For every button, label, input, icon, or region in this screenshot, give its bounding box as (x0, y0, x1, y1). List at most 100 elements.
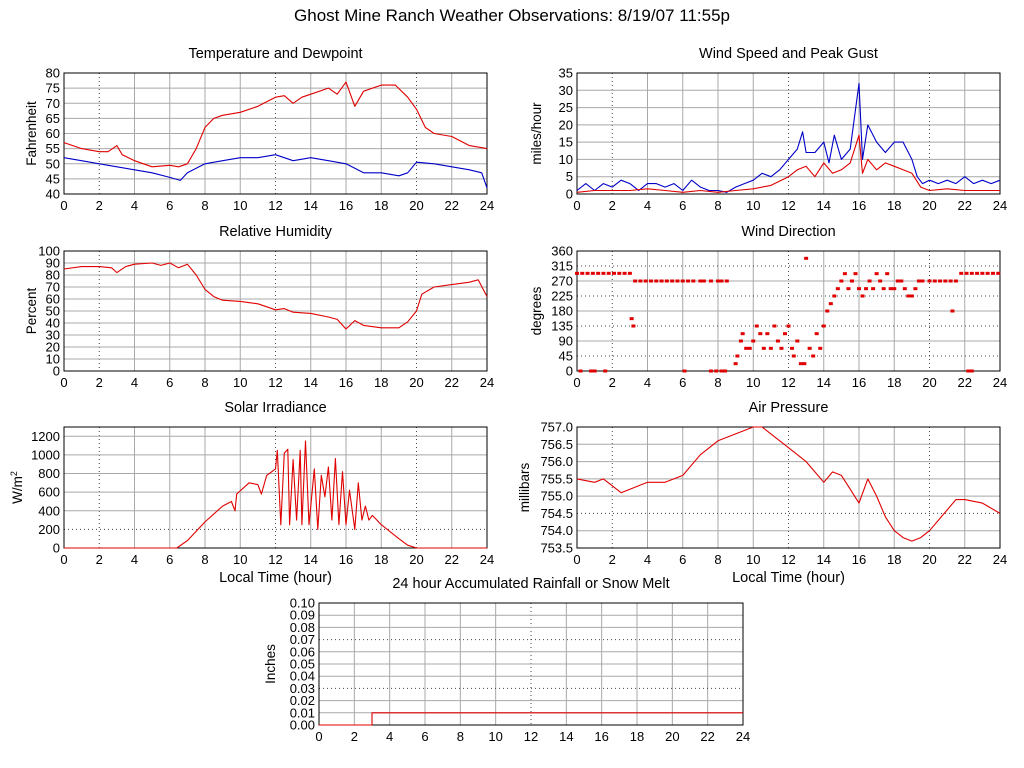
y-tick-label: 25 (559, 100, 573, 115)
data-point (716, 279, 720, 283)
x-tick-label: 4 (644, 198, 651, 213)
x-tick-label: 18 (887, 198, 901, 213)
x-tick-label: 0 (60, 198, 67, 213)
data-point (878, 279, 883, 283)
series-line-red (63, 81, 488, 168)
data-point (589, 369, 594, 373)
x-tick-label: 20 (922, 552, 936, 567)
x-tick-label: 6 (166, 198, 173, 213)
x-tick-label: 0 (60, 375, 67, 390)
data-point (643, 279, 648, 283)
x-tick-label: 8 (714, 375, 721, 390)
x-tick-label: 2 (96, 375, 103, 390)
x-tick-label: 0 (573, 375, 580, 390)
data-point (758, 332, 763, 336)
data-point (585, 271, 590, 275)
x-tick-label: 10 (488, 729, 502, 744)
data-point (698, 279, 703, 283)
y-tick-label: 315 (551, 259, 573, 274)
x-tick-label: 10 (233, 552, 247, 567)
x-tick-label: 14 (817, 198, 831, 213)
x-tick-label: 0 (573, 552, 580, 567)
x-tick-label: 10 (746, 552, 760, 567)
y-tick-label: 45 (559, 349, 573, 364)
data-point (723, 369, 728, 373)
x-tick-label: 10 (233, 198, 247, 213)
x-tick-label: 24 (993, 375, 1007, 390)
x-tick-label: 24 (480, 198, 494, 213)
data-point (871, 287, 876, 291)
data-point (680, 279, 685, 283)
data-point (807, 346, 812, 350)
y-tick-label: 20 (46, 340, 60, 355)
x-tick-label: 16 (852, 552, 866, 567)
series-line-blue (63, 154, 488, 189)
x-tick-label: 6 (166, 375, 173, 390)
x-tick-label: 14 (304, 375, 318, 390)
y-tick-label: 90 (559, 334, 573, 349)
y-axis-label: Fahrenheit (24, 101, 39, 166)
chart-title: Wind Direction (741, 224, 835, 240)
x-tick-label: 22 (700, 729, 714, 744)
data-point (622, 271, 627, 275)
y-tick-label: 5 (566, 169, 573, 184)
x-tick-label: 4 (131, 198, 138, 213)
data-point (913, 287, 918, 291)
data-point (814, 332, 819, 336)
data-point (798, 362, 803, 366)
y-tick-label: 10 (46, 352, 60, 367)
data-point (629, 317, 634, 321)
y-tick-label: 1000 (31, 447, 60, 462)
x-tick-label: 12 (781, 198, 795, 213)
data-point (664, 279, 669, 283)
x-tick-label: 22 (958, 552, 972, 567)
y-tick-label: 35 (559, 66, 573, 81)
data-point (804, 256, 809, 260)
x-tick-label: 24 (993, 552, 1007, 567)
data-point (633, 279, 638, 283)
data-point (765, 332, 770, 336)
data-point (874, 272, 879, 276)
x-tick-label: 10 (746, 198, 760, 213)
x-tick-label: 12 (781, 552, 795, 567)
y-tick-label: 135 (551, 319, 573, 334)
y-tick-label: 0 (53, 541, 60, 556)
data-point (825, 309, 830, 313)
data-point (938, 279, 943, 283)
data-point (902, 287, 907, 291)
data-point (853, 272, 858, 276)
data-point (932, 279, 937, 283)
plot-frame (63, 72, 488, 195)
series-line-red (576, 426, 1001, 542)
data-point (857, 287, 861, 291)
y-axis-label: millibars (517, 463, 532, 513)
data-point (895, 279, 900, 283)
x-tick-label: 2 (96, 198, 103, 213)
x-tick-label: 6 (679, 375, 686, 390)
series-line-red (576, 134, 1000, 193)
data-point (990, 271, 995, 275)
data-point (786, 324, 791, 328)
y-tick-label: 30 (46, 328, 60, 343)
y-tick-label: 756.5 (540, 437, 573, 452)
data-point (682, 369, 687, 373)
y-tick-label: 80 (46, 66, 60, 81)
data-point (811, 354, 816, 358)
x-tick-label: 2 (351, 729, 358, 744)
data-point (959, 271, 964, 275)
data-point (631, 324, 636, 328)
data-point (818, 346, 823, 350)
data-point (740, 332, 745, 336)
x-tick-label: 6 (166, 552, 173, 567)
series-line-red (64, 440, 487, 549)
data-point (719, 279, 724, 283)
x-tick-label: 18 (887, 375, 901, 390)
chart-title: Relative Humidity (219, 224, 333, 240)
plot-frame (576, 426, 1001, 549)
y-tick-label: 55 (46, 141, 60, 156)
data-point (768, 346, 773, 350)
x-tick-label: 12 (268, 552, 282, 567)
data-point (744, 346, 749, 350)
chart-title: Temperature and Dewpoint (188, 46, 362, 62)
